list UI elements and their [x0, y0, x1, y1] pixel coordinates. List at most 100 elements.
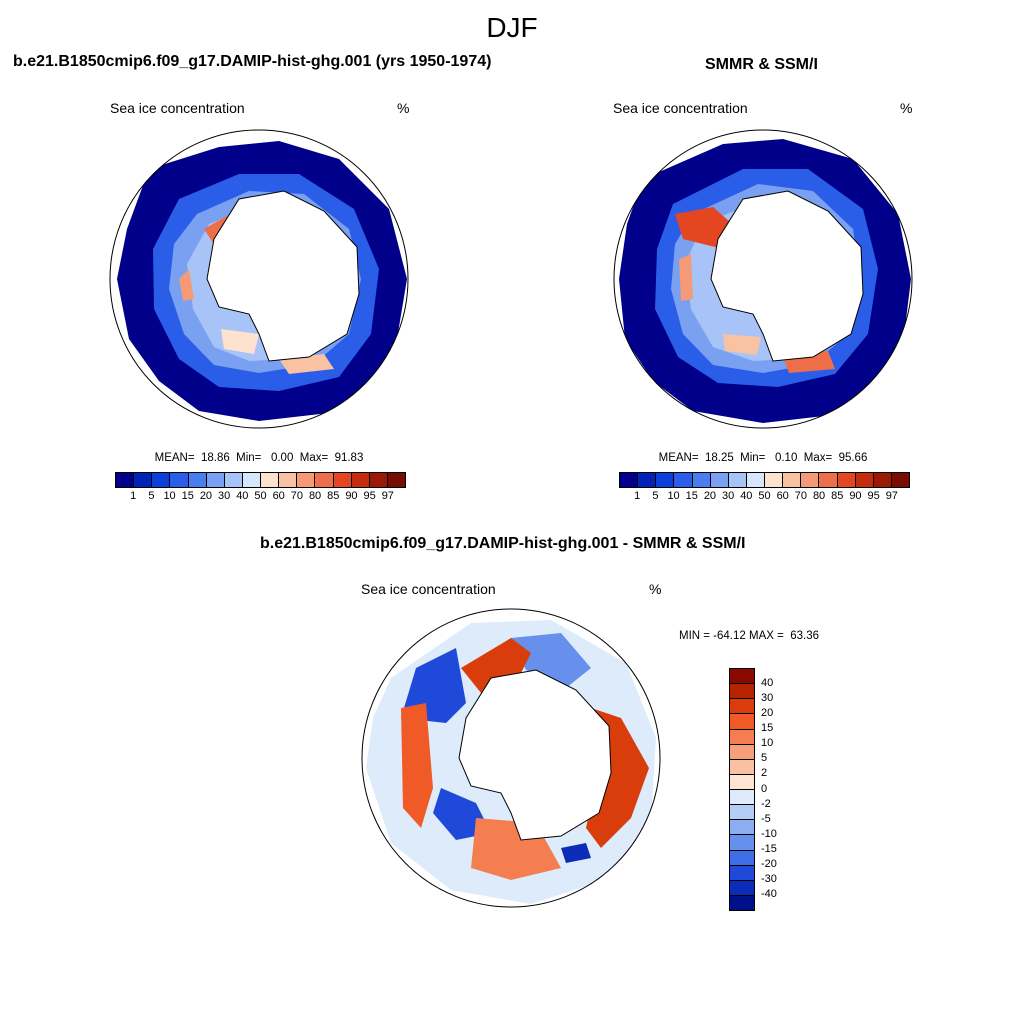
colorbar-swatch: [730, 699, 754, 715]
panel3-title: b.e21.B1850cmip6.f09_g17.DAMIP-hist-ghg.…: [260, 535, 746, 552]
colorbar-swatch: [730, 774, 754, 790]
colorbar-swatch: [369, 473, 388, 487]
colorbar-tick-label: 70: [794, 490, 807, 502]
colorbar-swatch: [710, 473, 729, 487]
panel2-colorbar-swatches: [619, 472, 910, 488]
colorbar-swatch: [730, 790, 754, 806]
colorbar-swatch: [116, 473, 135, 487]
colorbar-tick-label: 5: [652, 490, 659, 502]
colorbar-swatch: [387, 473, 405, 487]
colorbar-swatch: [261, 473, 280, 487]
panel3-stats: MIN = -64.12 MAX = 63.36: [679, 630, 819, 642]
colorbar-tick-label: -20: [761, 857, 777, 870]
colorbar-tick-label: 10: [163, 490, 176, 502]
colorbar-swatch: [728, 473, 747, 487]
colorbar-swatch: [188, 473, 207, 487]
colorbar-swatch: [279, 473, 298, 487]
colorbar-tick-label: 20: [761, 707, 774, 720]
colorbar-swatch: [674, 473, 693, 487]
panel2-map: [613, 129, 913, 429]
colorbar-tick-label: 97: [885, 490, 898, 502]
colorbar-swatch: [730, 835, 754, 851]
colorbar-swatch: [730, 759, 754, 775]
colorbar-tick-label: -15: [761, 842, 777, 855]
colorbar-tick-label: -40: [761, 887, 777, 900]
colorbar-swatch: [765, 473, 784, 487]
colorbar-swatch: [297, 473, 316, 487]
panel2-units: %: [900, 100, 913, 116]
colorbar-swatch: [351, 473, 370, 487]
colorbar-tick-label: 30: [722, 490, 735, 502]
colorbar-tick-label: 60: [776, 490, 789, 502]
colorbar-tick-label: 1: [130, 490, 137, 502]
colorbar-tick-label: 50: [758, 490, 771, 502]
panel2-variable: Sea ice concentration: [613, 100, 748, 116]
colorbar-tick-label: 40: [236, 490, 249, 502]
colorbar-tick-label: -10: [761, 827, 777, 840]
panel1-colorbar-labels: 1 5 10 15 20 30 40 50 60 70 80 85 90 95 97: [115, 488, 406, 502]
colorbar-tick-label: 70: [290, 490, 303, 502]
panel2-title: SMMR & SSM/I: [705, 56, 818, 73]
panel3-colorbar-swatches: [729, 668, 755, 911]
panel1-variable: Sea ice concentration: [110, 100, 245, 116]
colorbar-tick-label: 95: [867, 490, 880, 502]
colorbar-swatch: [620, 473, 639, 487]
colorbar-swatch: [152, 473, 171, 487]
colorbar-swatch: [224, 473, 243, 487]
colorbar-tick-label: 15: [181, 490, 194, 502]
colorbar-swatch: [873, 473, 892, 487]
colorbar-tick-label: -5: [761, 812, 771, 825]
colorbar-swatch: [855, 473, 874, 487]
colorbar-swatch: [801, 473, 820, 487]
colorbar-tick-label: -30: [761, 872, 777, 885]
colorbar-tick-label: 85: [831, 490, 844, 502]
colorbar-swatch: [730, 820, 754, 836]
colorbar-tick-label: 1: [634, 490, 641, 502]
colorbar-swatch: [692, 473, 711, 487]
panel1-units: %: [397, 100, 410, 116]
colorbar-tick-label: 85: [327, 490, 340, 502]
colorbar-swatch: [242, 473, 261, 487]
colorbar-tick-label: -2: [761, 797, 771, 810]
colorbar-tick-label: 90: [345, 490, 358, 502]
colorbar-tick-label: 50: [254, 490, 267, 502]
colorbar-swatch: [837, 473, 856, 487]
colorbar-swatch: [891, 473, 909, 487]
colorbar-tick-label: 30: [218, 490, 231, 502]
panel1-title: b.e21.B1850cmip6.f09_g17.DAMIP-hist-ghg.…: [13, 53, 492, 70]
colorbar-swatch: [730, 714, 754, 730]
colorbar-tick-label: 30: [761, 692, 774, 705]
colorbar-tick-label: 80: [812, 490, 826, 502]
colorbar-swatch: [134, 473, 153, 487]
panel3-map: [361, 608, 661, 908]
colorbar-swatch: [730, 729, 754, 745]
colorbar-tick-label: 2: [761, 767, 768, 780]
panel1-colorbar: 1 5 10 15 20 30 40 50 60 70 80 85 90 95 97: [115, 472, 406, 502]
colorbar-swatch: [315, 473, 334, 487]
colorbar-swatch: [730, 895, 754, 910]
colorbar-swatch: [783, 473, 802, 487]
colorbar-swatch: [730, 684, 754, 700]
colorbar-tick-label: 0: [761, 782, 768, 795]
colorbar-tick-label: 40: [761, 677, 774, 690]
panel3-variable: Sea ice concentration: [361, 581, 496, 597]
panel2-colorbar-labels: 1 5 10 15 20 30 40 50 60 70 80 85 90 95 97: [619, 488, 910, 502]
panel3-units: %: [649, 581, 662, 597]
colorbar-swatch: [656, 473, 675, 487]
colorbar-swatch: [819, 473, 838, 487]
figure-title: DJF: [486, 12, 538, 43]
colorbar-tick-label: 40: [740, 490, 753, 502]
panel1-stats: MEAN= 18.86 Min= 0.00 Max= 91.83: [154, 452, 364, 464]
colorbar-tick-label: 90: [849, 490, 862, 502]
colorbar-tick-label: 20: [199, 490, 213, 502]
colorbar-tick-label: 10: [761, 737, 774, 750]
colorbar-tick-label: 5: [761, 752, 768, 765]
panel1-colorbar-swatches: [115, 472, 406, 488]
colorbar-swatch: [333, 473, 352, 487]
colorbar-tick-label: 5: [148, 490, 155, 502]
colorbar-swatch: [730, 880, 754, 896]
colorbar-tick-label: 15: [761, 722, 774, 735]
colorbar-tick-label: 95: [363, 490, 376, 502]
colorbar-tick-label: 97: [381, 490, 394, 502]
panel3-colorbar: 40 30 20 15 10 5 2 0 -2 -5 -10 -15 -20 -30 -40: [729, 668, 777, 911]
